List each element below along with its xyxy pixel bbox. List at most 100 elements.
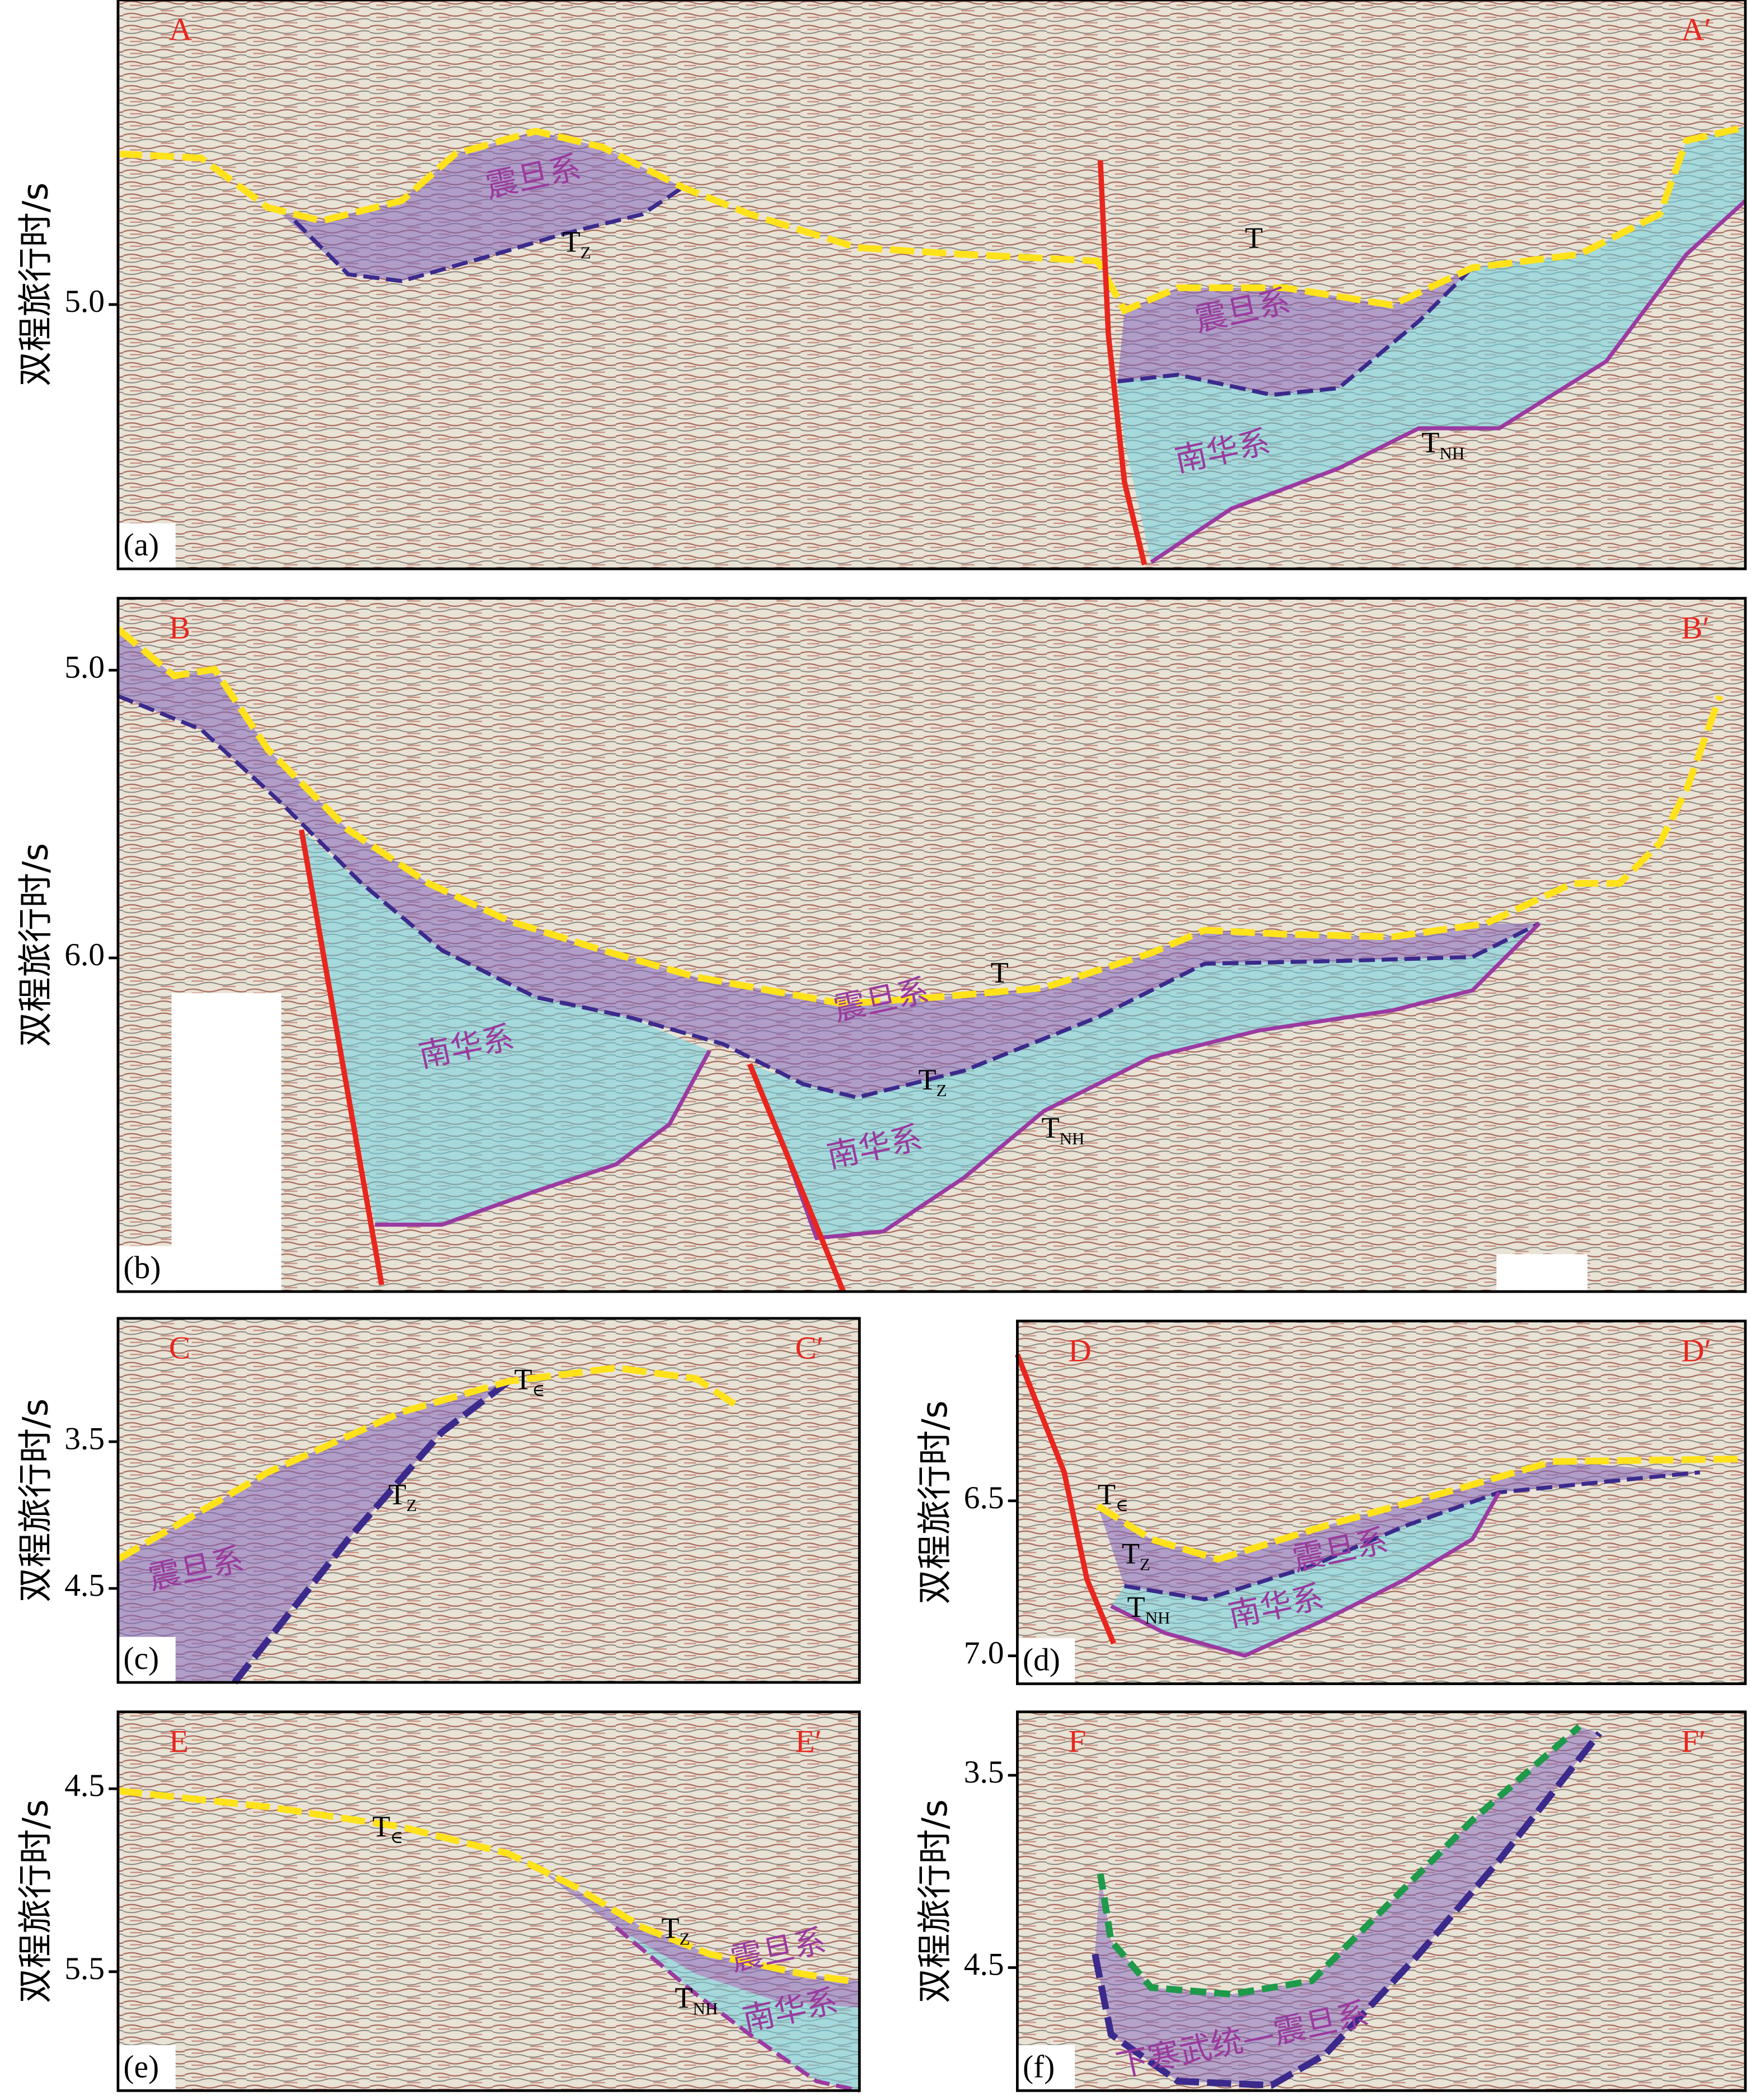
horizon-label: TZ (1122, 1537, 1150, 1574)
horizon-label: TZ (563, 226, 591, 262)
horizon-symbol: T (675, 1982, 692, 2014)
horizon-line (116, 626, 1724, 1008)
horizon-label: TZ (388, 1479, 417, 1515)
unit-area (118, 1381, 509, 1683)
unit-area (281, 131, 683, 282)
horizon-label: T (991, 957, 1009, 989)
horizon-line (614, 1925, 860, 2093)
panel-frame (116, 1317, 861, 1684)
panel-label: (f) (1023, 2049, 1055, 2084)
horizon-line (118, 1787, 851, 1985)
fault (298, 829, 846, 1293)
panel-frame (116, 597, 1747, 1293)
unit-area (301, 830, 710, 1225)
horizon-line (1092, 1731, 1603, 2089)
section-end-label: A (169, 12, 192, 48)
horizon-line (117, 694, 1541, 1100)
unit-area (1097, 1461, 1700, 1599)
horizon-symbol: T (388, 1479, 406, 1511)
panel-label: (d) (1023, 1643, 1060, 1678)
horizon-label: T (1245, 222, 1263, 254)
horizon-symbol: T (991, 957, 1009, 989)
horizon-subscript: ∈ (390, 1827, 403, 1847)
panel-label: (e) (123, 2049, 159, 2084)
y-tick-label: 4.5 (64, 1568, 105, 1603)
horizon-subscript: ∈ (1116, 1495, 1129, 1515)
horizon-subscript: NH (1145, 1608, 1171, 1627)
fault (1097, 160, 1148, 565)
horizon-subscript: NH (1060, 1129, 1085, 1148)
horizon-symbol: T (1127, 1591, 1145, 1624)
horizon-symbol: T (1421, 427, 1439, 459)
panel-frame (1016, 1320, 1747, 1685)
section-end-label: E′ (795, 1724, 822, 1759)
unit-area (750, 923, 1539, 1238)
section-end-label: B′ (1681, 610, 1710, 646)
y-tick-label: 6.0 (64, 937, 105, 972)
axis-title: 双程旅行时/s (15, 183, 56, 386)
interpretation (116, 124, 1747, 2093)
panel-frame (116, 1710, 861, 2092)
y-tick-label: 6.5 (964, 1480, 1004, 1516)
labels: 双程旅行时/s 5.0A A′(a)TZ TTNH震旦系震旦系南华系双程旅行时/s5.… (15, 12, 1711, 2089)
axis-title: 双程旅行时/s (15, 1399, 56, 1602)
horizon-subscript: NH (693, 1999, 718, 2018)
y-tick-label: 3.5 (64, 1421, 105, 1456)
axis-title: 双程旅行时/s (914, 1401, 955, 1605)
horizon-subscript: Z (406, 1495, 417, 1515)
panel-label: (c) (123, 1641, 159, 1676)
blank (171, 993, 282, 1290)
horizon-symbol: T (1122, 1537, 1140, 1570)
section-end-label: A′ (1681, 12, 1711, 48)
horizon-label: T∈ (1098, 1479, 1129, 1515)
section-end-label: B (169, 610, 190, 646)
unit-area (1111, 1492, 1500, 1656)
horizon-line (118, 124, 1747, 315)
horizon-subscript: Z (580, 242, 591, 262)
horizon-subscript: ∈ (532, 1380, 545, 1400)
label-bg (1018, 2045, 1075, 2089)
label-bg (119, 2045, 176, 2089)
unit-area (535, 1867, 860, 2008)
section-end-label: F (1068, 1724, 1086, 1759)
panel-label: (b) (123, 1250, 161, 1285)
label-bg (119, 1636, 176, 1681)
y-tick-label: 5.0 (64, 284, 105, 319)
horizon-symbol: T (1098, 1479, 1116, 1511)
horizon-line (232, 1378, 511, 1685)
label-bg (1018, 1638, 1075, 1683)
seismic-section (118, 1711, 860, 2091)
section-end-label: D (1068, 1333, 1091, 1368)
horizon-label: TNH (675, 1982, 718, 2018)
horizon-line (1150, 199, 1747, 564)
horizon-subscript: Z (1140, 1554, 1150, 1574)
axis-title: 双程旅行时/s (914, 1799, 955, 2003)
y-tick-label: 5.0 (64, 649, 105, 685)
horizon-label: TZ (661, 1912, 690, 1949)
horizon-subscript: NH (1440, 443, 1465, 463)
panel-label: (a) (123, 527, 159, 563)
section-end-label: C′ (795, 1331, 824, 1366)
horizon-line (1117, 266, 1474, 397)
horizon-symbol: T (563, 226, 580, 258)
section-end-label: E (169, 1724, 189, 1759)
horizon-subscript: Z (937, 1081, 947, 1100)
horizon-symbol: T (661, 1912, 679, 1945)
horizon-symbol: T (1041, 1112, 1059, 1144)
horizon-line (1095, 1455, 1746, 1563)
y-tick-label: 3.5 (964, 1755, 1004, 1790)
unit-area (616, 1927, 860, 2091)
seismic-section (1017, 1321, 1745, 1684)
horizon-symbol: T (514, 1364, 532, 1396)
frames (116, 0, 1747, 2092)
horizon-label: TZ (919, 1064, 947, 1100)
horizon-label: T∈ (514, 1364, 545, 1400)
y-tick-label: 5.5 (64, 1951, 105, 1986)
section-end-label: C (169, 1331, 190, 1366)
fault (1014, 1353, 1116, 1645)
unit-area (1117, 127, 1745, 563)
panel-frame (1016, 1710, 1747, 2092)
panel-frame (116, 0, 1747, 570)
